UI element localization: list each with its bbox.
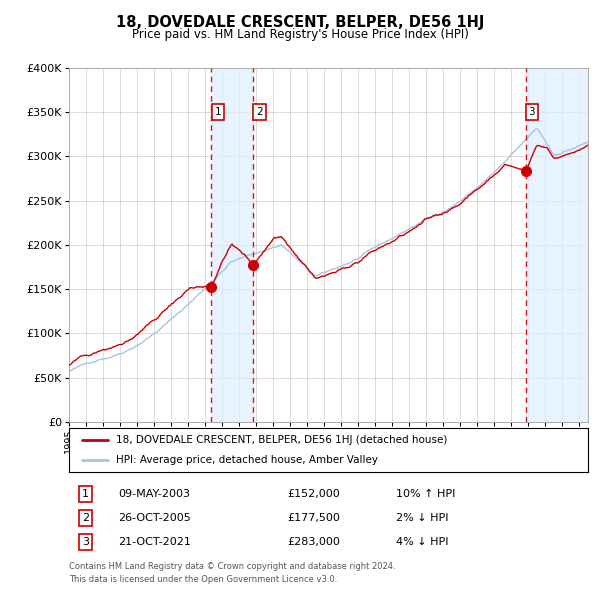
Text: £283,000: £283,000 [287, 537, 340, 546]
Text: 18, DOVEDALE CRESCENT, BELPER, DE56 1HJ: 18, DOVEDALE CRESCENT, BELPER, DE56 1HJ [116, 15, 484, 30]
Text: HPI: Average price, detached house, Amber Valley: HPI: Average price, detached house, Ambe… [116, 455, 378, 465]
Text: 1: 1 [82, 489, 89, 499]
Text: 2: 2 [256, 107, 263, 117]
Text: 3: 3 [529, 107, 535, 117]
Text: 09-MAY-2003: 09-MAY-2003 [118, 489, 190, 499]
Text: 21-OCT-2021: 21-OCT-2021 [118, 537, 191, 546]
Text: 1: 1 [214, 107, 221, 117]
Text: Contains HM Land Registry data © Crown copyright and database right 2024.: Contains HM Land Registry data © Crown c… [69, 562, 395, 571]
Text: £177,500: £177,500 [287, 513, 340, 523]
Text: 4% ↓ HPI: 4% ↓ HPI [396, 537, 448, 546]
Text: 10% ↑ HPI: 10% ↑ HPI [396, 489, 455, 499]
Text: 18, DOVEDALE CRESCENT, BELPER, DE56 1HJ (detached house): 18, DOVEDALE CRESCENT, BELPER, DE56 1HJ … [116, 435, 447, 445]
Text: 2: 2 [82, 513, 89, 523]
Text: This data is licensed under the Open Government Licence v3.0.: This data is licensed under the Open Gov… [69, 575, 337, 584]
Text: £152,000: £152,000 [287, 489, 340, 499]
Text: 2% ↓ HPI: 2% ↓ HPI [396, 513, 448, 523]
Text: Price paid vs. HM Land Registry's House Price Index (HPI): Price paid vs. HM Land Registry's House … [131, 28, 469, 41]
Text: 26-OCT-2005: 26-OCT-2005 [118, 513, 191, 523]
Text: 3: 3 [82, 537, 89, 546]
